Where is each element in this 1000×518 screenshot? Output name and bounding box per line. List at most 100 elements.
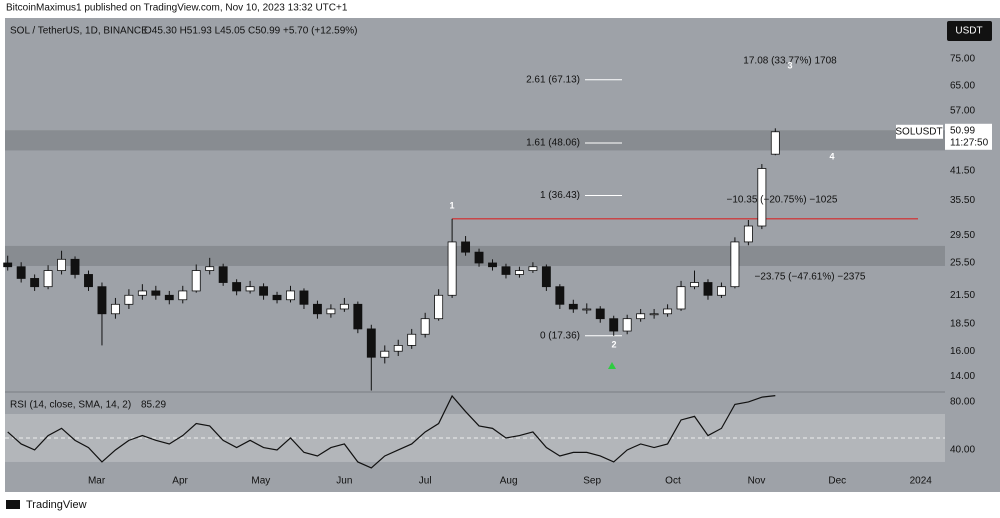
y-tick-label: 65.00 (950, 80, 975, 91)
last-price: 50.99 (950, 125, 975, 136)
rsi-line (7, 394, 776, 469)
y-tick-label: 80.00 (950, 397, 975, 408)
candle-body (3, 262, 13, 268)
candle-body (717, 286, 726, 296)
price-pane (5, 18, 945, 392)
candle-body (151, 290, 161, 296)
candle-body (380, 350, 390, 358)
fib-label: 0 (17.36) (540, 330, 580, 341)
y-tick-label: 75.00 (950, 53, 975, 64)
candle-body (420, 318, 430, 335)
x-tick-label: Dec (828, 476, 846, 487)
wave-label: 1 (449, 200, 454, 210)
measurement: 17.08 (33.77%) 1708 (743, 56, 837, 67)
candle-body (649, 313, 659, 316)
candle-body (461, 241, 471, 253)
measurement: −23.75 (−47.61%) −2375 (755, 272, 866, 283)
currency-box[interactable] (947, 21, 992, 41)
candle-body (245, 286, 255, 292)
y-tick-label: 25.50 (950, 258, 975, 269)
candle-body (178, 290, 188, 301)
candle-body (676, 286, 686, 310)
candle-body (568, 303, 578, 310)
candle-body (622, 318, 632, 332)
candle-body (730, 241, 740, 288)
candle-body (312, 303, 322, 315)
candle-body (191, 270, 201, 292)
candle-body (501, 266, 511, 275)
currency: USDT (955, 26, 982, 37)
publisher: BitcoinMaximus1 published on TradingView… (6, 3, 348, 14)
fib-label: 1 (36.43) (540, 190, 580, 201)
candle-body (703, 282, 713, 296)
wave-label: 4 (829, 151, 834, 161)
candle-body (663, 308, 673, 315)
fib-label: 2.61 (67.13) (526, 74, 580, 85)
candle-body (366, 328, 376, 358)
x-tick-label: May (251, 476, 270, 487)
candle-body (636, 313, 646, 320)
candle-body (110, 303, 120, 315)
ohlc: O45.30 H51.93 L45.05 C50.99 +5.70 (+12.5… (144, 26, 358, 37)
y-tick-label: 16.00 (950, 346, 975, 357)
candle-body (137, 290, 147, 296)
candle-body (232, 282, 242, 292)
y-tick-label: 35.50 (950, 195, 975, 206)
candle-body (272, 294, 282, 301)
candle-body (447, 241, 457, 296)
y-tick-label: 29.50 (950, 230, 975, 241)
x-tick-label: Oct (665, 476, 681, 487)
candle-body (286, 290, 295, 301)
candle-body (218, 266, 228, 283)
x-tick-label: Nov (748, 476, 766, 487)
candle-body (30, 278, 40, 288)
price-axis (945, 18, 1000, 470)
candle-body (515, 270, 524, 275)
candle-body (299, 290, 309, 305)
candle-body (205, 266, 215, 271)
rsi-title: RSI (14, close, SMA, 14, 2) (10, 400, 131, 411)
rsi-value: 85.29 (141, 400, 166, 411)
candle-body (259, 286, 269, 296)
symbol-title: SOL / TetherUS, 1D, BINANCE (10, 26, 148, 37)
zone (5, 130, 945, 151)
countdown: 11:27:50 (950, 137, 989, 148)
logo-icon (6, 500, 20, 509)
y-tick-label: 41.50 (950, 165, 975, 176)
candle-body (339, 303, 349, 310)
footer-logo: TradingView (26, 499, 87, 511)
y-tick-label: 18.50 (950, 318, 975, 329)
symbol-label: SOLUSDT (895, 126, 942, 137)
candle-body (474, 251, 484, 264)
candle-body (84, 274, 93, 288)
symbol-box (896, 124, 943, 139)
candle-body (393, 344, 403, 352)
wave-label: 3 (787, 60, 792, 70)
candle-body (43, 270, 53, 288)
candle-body (488, 262, 497, 268)
x-tick-label: Apr (172, 476, 188, 487)
buy-signal (608, 362, 616, 369)
y-tick-label: 21.50 (950, 290, 975, 301)
candle-body (528, 266, 538, 271)
candle-body (164, 294, 174, 301)
candle-body (609, 318, 619, 332)
candle-body (353, 303, 363, 330)
y-tick-label: 57.00 (950, 105, 975, 116)
candle-body (124, 294, 134, 305)
y-tick-label: 40.00 (950, 445, 975, 456)
x-tick-label: Aug (500, 476, 518, 487)
candle-body (690, 282, 699, 288)
candle-body (57, 258, 67, 271)
candle-body (326, 308, 336, 315)
x-tick-label: Jul (419, 476, 432, 487)
candle-body (434, 294, 444, 320)
price-box (945, 123, 992, 150)
time-axis (5, 470, 1000, 492)
candle-body (70, 258, 80, 275)
candle-body (743, 225, 753, 243)
candle-body (541, 266, 551, 288)
candle-body (16, 266, 26, 279)
candle-body (757, 168, 767, 227)
